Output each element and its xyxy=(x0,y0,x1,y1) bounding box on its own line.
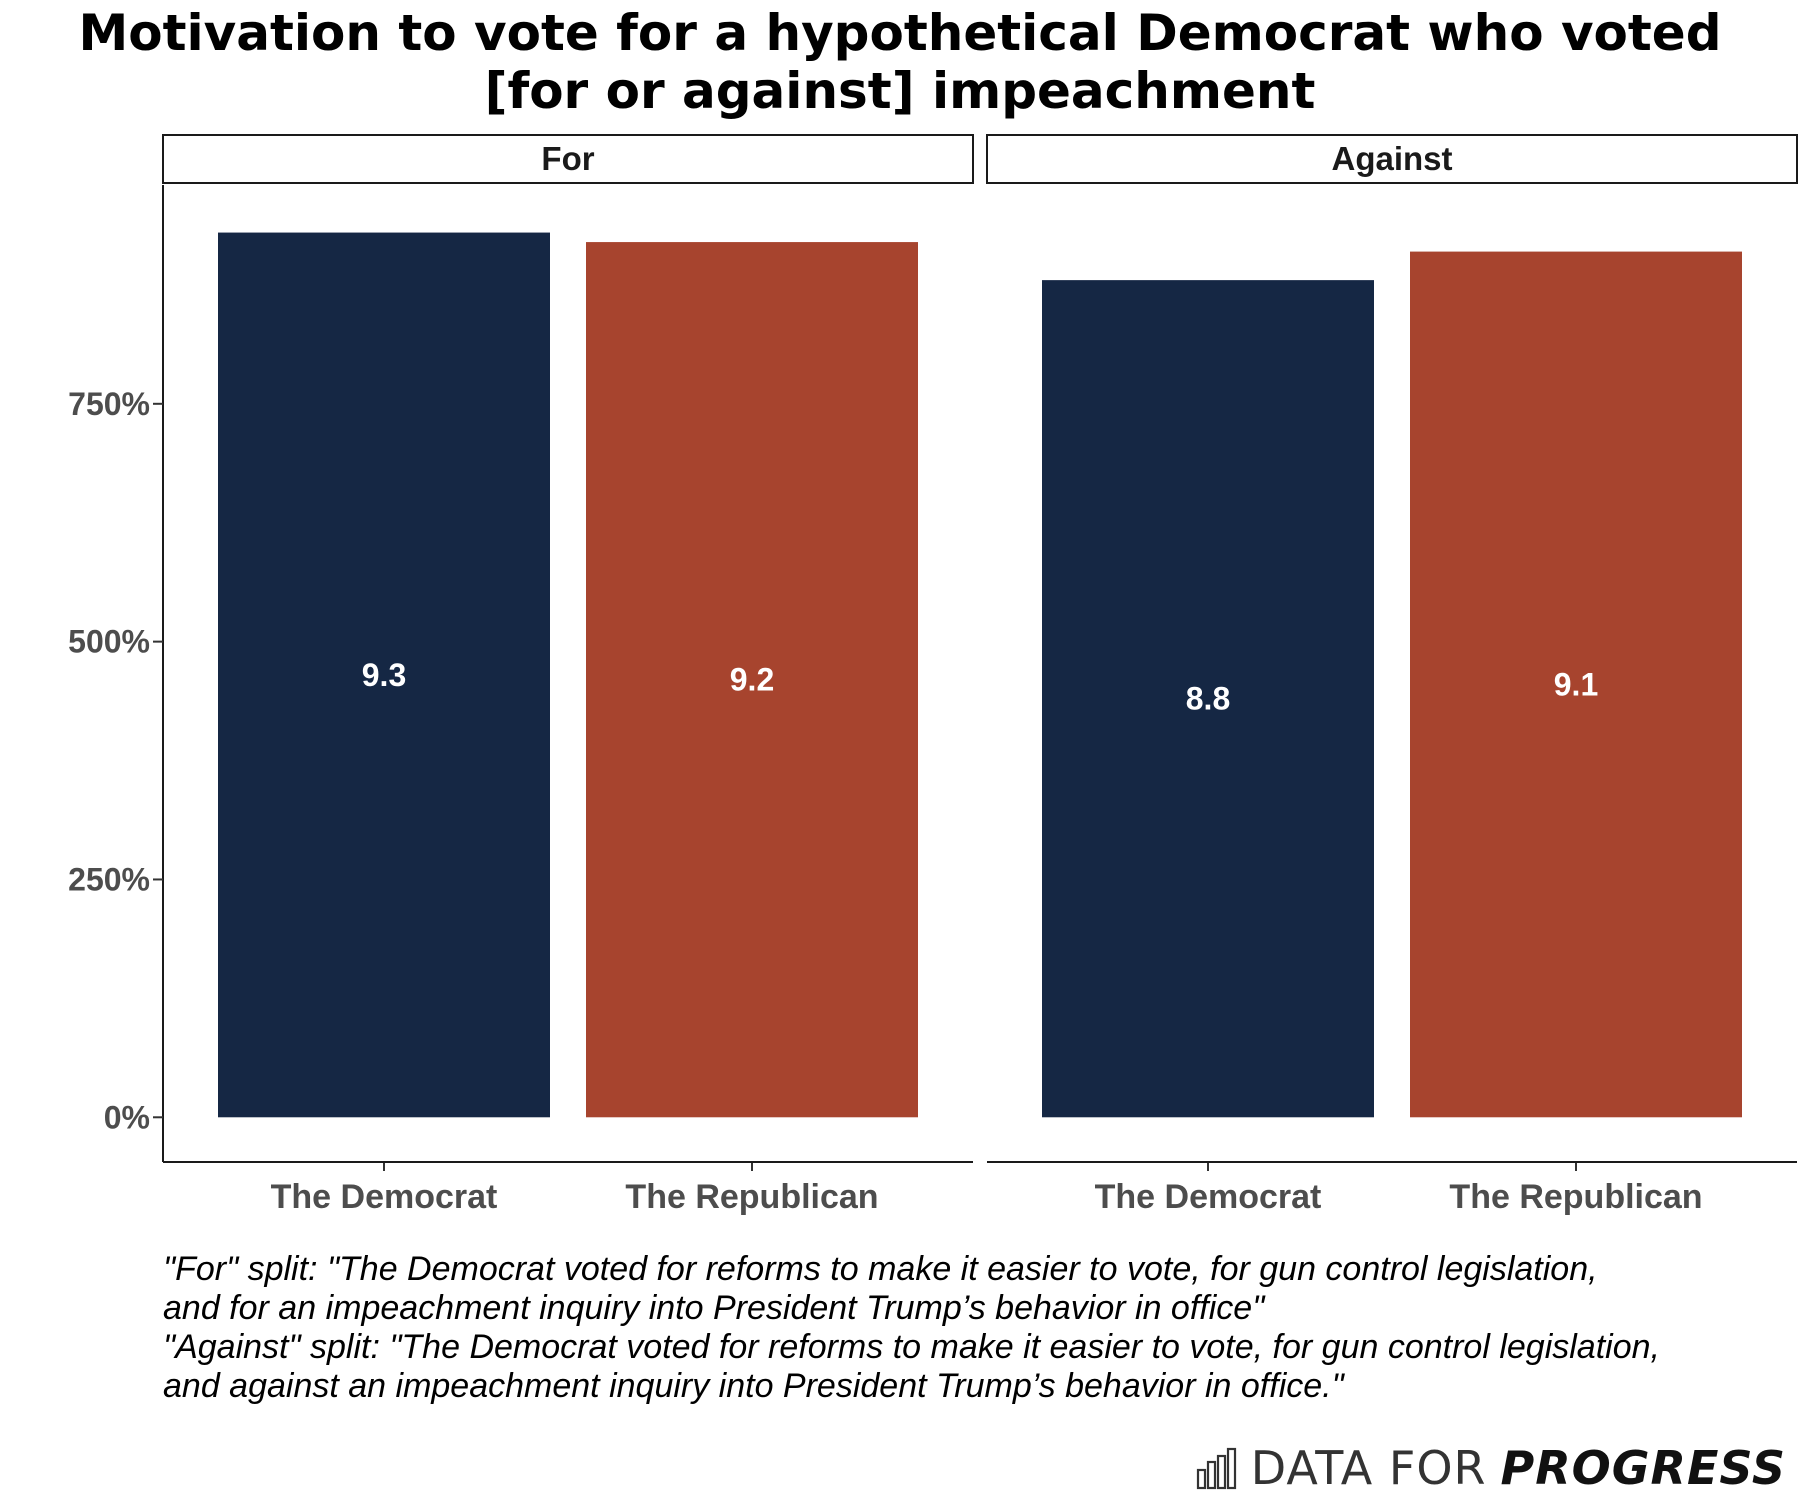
data-for-progress-logo: DATA FOR PROGRESS xyxy=(1195,1438,1786,1498)
caption-line-1: "For" split: "The Democrat voted for ref… xyxy=(163,1250,1598,1288)
y-tick-label: 250% xyxy=(68,861,150,897)
bar-value-label: 9.3 xyxy=(362,657,406,693)
y-axis: 0% 250% 500% 750% xyxy=(68,386,163,1135)
facet-strip-label: For xyxy=(541,140,594,177)
y-tick-label: 750% xyxy=(68,386,150,422)
chart-caption: "For" split: "The Democrat voted for ref… xyxy=(163,1250,1783,1406)
facet-panel-for: For 9.3 The Democrat 9.2 The Republican xyxy=(162,134,974,1216)
caption-line-4: and against an impeachment inquiry into … xyxy=(163,1367,1344,1405)
bar xyxy=(1410,251,1742,1118)
bar-value-label: 9.1 xyxy=(1554,666,1598,702)
facet-strip-label: Against xyxy=(1331,140,1452,177)
bar-value-label: 9.2 xyxy=(730,662,774,698)
logo-text-light: DATA FOR xyxy=(1250,1441,1487,1495)
caption-line-2: and for an impeachment inquiry into Pres… xyxy=(163,1289,1265,1327)
x-tick-label: The Democrat xyxy=(271,1178,498,1216)
chart-title-line-2: [for or against] impeachment xyxy=(485,62,1316,120)
y-tick-label: 0% xyxy=(104,1099,150,1135)
x-tick-label: The Republican xyxy=(1449,1178,1702,1216)
facet-panel-against: Against 8.8 The Democrat 9.1 The Republican xyxy=(986,134,1798,1216)
facet-strip xyxy=(986,134,1798,184)
x-tick-label: The Democrat xyxy=(1095,1178,1322,1216)
caption-line-3: "Against" split: "The Democrat voted for… xyxy=(163,1328,1660,1366)
bar-value-label: 8.8 xyxy=(1186,681,1230,717)
bar xyxy=(586,242,918,1118)
bar xyxy=(1042,280,1374,1118)
bar-chart-icon xyxy=(1196,1447,1236,1490)
y-tick-label: 500% xyxy=(68,624,150,660)
x-tick-label: The Republican xyxy=(625,1178,878,1216)
facet-strip xyxy=(162,134,974,184)
logo-text-bold: PROGRESS xyxy=(1500,1441,1786,1495)
faceted-bar-chart: Motivation to vote for a hypothetical De… xyxy=(68,4,1798,1216)
bar xyxy=(218,232,550,1118)
chart-title-line-1: Motivation to vote for a hypothetical De… xyxy=(78,4,1721,62)
